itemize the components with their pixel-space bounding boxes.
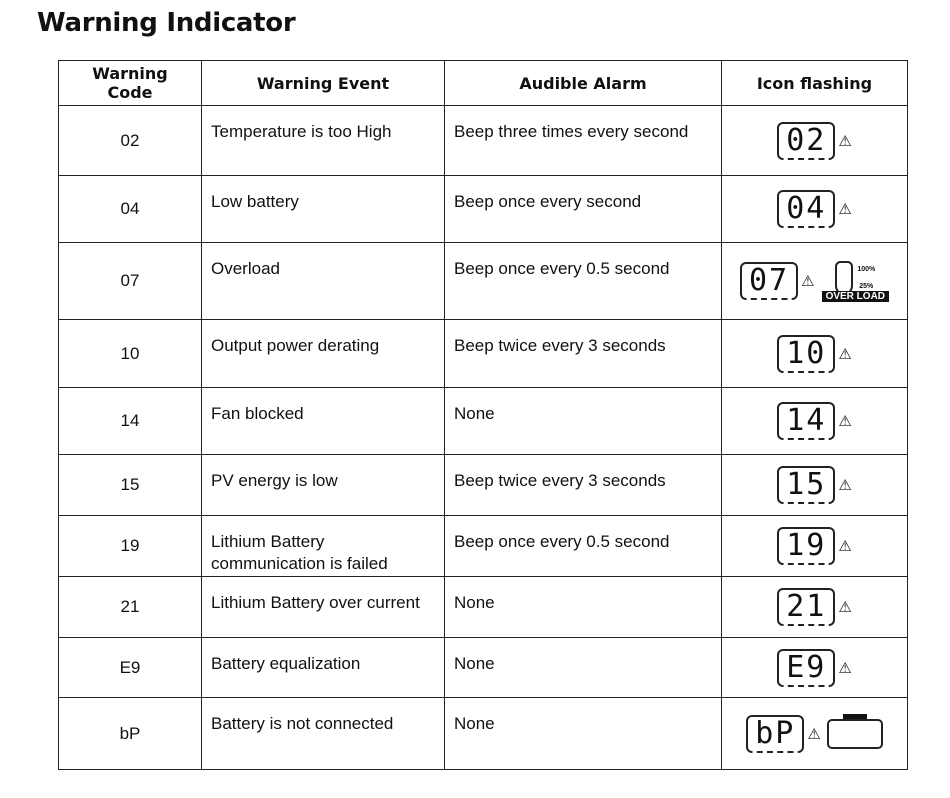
table-row: 10 Output power derating Beep twice ever…: [58, 319, 908, 388]
warning-event: Low battery: [201, 175, 445, 243]
warning-triangle-icon: ⚠: [807, 725, 821, 743]
warning-code: 14: [58, 387, 202, 455]
warning-triangle-icon: ⚠: [838, 345, 852, 363]
header-code: Warning Code: [58, 60, 202, 106]
audible-alarm: None: [444, 576, 722, 638]
lcd-digits: 21: [777, 588, 836, 626]
lcd-digits: 19: [777, 527, 836, 565]
lcd-digits: 07: [739, 262, 799, 300]
warning-event: Lithium Battery communication is failed: [201, 515, 445, 577]
icon-flashing: 19 ⚠: [721, 515, 908, 577]
lcd-digits: 14: [777, 402, 836, 440]
warning-table: Warning Code Warning Event Audible Alarm…: [58, 60, 908, 770]
warning-code: E9: [58, 637, 202, 698]
warning-triangle-icon: ⚠: [838, 132, 852, 150]
warning-event: Battery is not connected: [201, 697, 445, 770]
warning-event: Battery equalization: [201, 637, 445, 698]
warning-event: Output power derating: [201, 319, 445, 388]
warning-triangle-icon: ⚠: [838, 599, 852, 616]
icon-flashing: 04 ⚠: [721, 175, 908, 243]
load-bulb-icon: [835, 260, 854, 295]
warning-event: Fan blocked: [201, 387, 445, 455]
warning-code: 21: [58, 576, 202, 638]
audible-alarm: Beep twice every 3 seconds: [444, 454, 722, 516]
audible-alarm: None: [444, 697, 722, 770]
table-row: 14 Fan blocked None 14 ⚠: [58, 387, 908, 455]
warning-event: Overload: [201, 242, 445, 320]
lcd-digits: 04: [777, 190, 836, 228]
table-row: 07 Overload Beep once every 0.5 second 0…: [58, 242, 908, 320]
battery-icon: [826, 713, 883, 749]
warning-triangle-icon: ⚠: [838, 538, 852, 555]
warning-code: 02: [58, 105, 202, 176]
lcd-digits: E9: [777, 648, 836, 687]
audible-alarm: Beep once every 0.5 second: [444, 515, 722, 577]
warning-event: Lithium Battery over current: [201, 576, 445, 638]
level-high: 100%: [857, 265, 876, 273]
warning-code: 10: [58, 319, 202, 388]
table-row: 15 PV energy is low Beep twice every 3 s…: [58, 454, 908, 516]
table-row: E9 Battery equalization None E9 ⚠: [58, 637, 908, 698]
warning-code: 04: [58, 175, 202, 243]
icon-flashing: 14 ⚠: [721, 387, 908, 455]
overload-icon: 100% 25% OVER LOAD: [821, 260, 890, 302]
audible-alarm: Beep twice every 3 seconds: [444, 319, 722, 388]
warning-triangle-icon: ⚠: [838, 659, 852, 677]
icon-flashing: 15 ⚠: [721, 454, 908, 516]
lcd-icon: E9 ⚠: [777, 648, 852, 687]
audible-alarm: Beep once every 0.5 second: [444, 242, 722, 320]
lcd-digits: 02: [777, 121, 836, 160]
lcd-icon: 21 ⚠: [777, 588, 852, 626]
lcd-icon: 02 ⚠: [777, 121, 852, 160]
lcd-icon: 19 ⚠: [777, 527, 852, 565]
lcd-icon: 04 ⚠: [777, 190, 852, 228]
warning-triangle-icon: ⚠: [838, 201, 852, 218]
icon-flashing: 07 ⚠ 100% 25% OVER LOAD: [721, 242, 908, 320]
lcd-icon: 10 ⚠: [777, 334, 852, 373]
warning-event: PV energy is low: [201, 454, 445, 516]
lcd-icon: 15 ⚠: [777, 466, 852, 504]
warning-triangle-icon: ⚠: [801, 273, 815, 290]
audible-alarm: None: [444, 637, 722, 698]
audible-alarm: None: [444, 387, 722, 455]
lcd-icon: bP ⚠: [746, 713, 883, 753]
level-low: 25%: [859, 282, 874, 290]
header-icon: Icon flashing: [721, 60, 908, 106]
lcd-icon: 14 ⚠: [777, 402, 852, 440]
lcd-icon: 07 ⚠ 100% 25% OVER LOAD: [739, 260, 890, 302]
audible-alarm: Beep three times every second: [444, 105, 722, 176]
audible-alarm: Beep once every second: [444, 175, 722, 243]
icon-flashing: 02 ⚠: [721, 105, 908, 176]
icon-flashing: bP ⚠: [721, 697, 908, 770]
table-header: Warning Code Warning Event Audible Alarm…: [58, 60, 908, 106]
table-row: 19 Lithium Battery communication is fail…: [58, 515, 908, 577]
table-row: bP Battery is not connected None bP ⚠: [58, 697, 908, 770]
header-alarm: Audible Alarm: [444, 60, 722, 106]
warning-code: bP: [58, 697, 202, 770]
icon-flashing: E9 ⚠: [721, 637, 908, 698]
warning-code: 15: [58, 454, 202, 516]
lcd-digits: bP: [746, 714, 805, 753]
table-row: 02 Temperature is too High Beep three ti…: [58, 105, 908, 176]
lcd-digits: 15: [777, 466, 836, 504]
table-row: 04 Low battery Beep once every second 04…: [58, 175, 908, 243]
warning-triangle-icon: ⚠: [838, 477, 852, 494]
header-event: Warning Event: [201, 60, 445, 106]
icon-flashing: 10 ⚠: [721, 319, 908, 388]
icon-flashing: 21 ⚠: [721, 576, 908, 638]
warning-code: 07: [58, 242, 202, 320]
lcd-digits: 10: [777, 334, 836, 373]
warning-event: Temperature is too High: [201, 105, 445, 176]
page-title: Warning Indicator: [37, 8, 296, 38]
table-row: 21 Lithium Battery over current None 21 ⚠: [58, 576, 908, 638]
warning-code: 19: [58, 515, 202, 577]
warning-triangle-icon: ⚠: [838, 413, 852, 430]
overload-label: OVER LOAD: [821, 290, 890, 302]
